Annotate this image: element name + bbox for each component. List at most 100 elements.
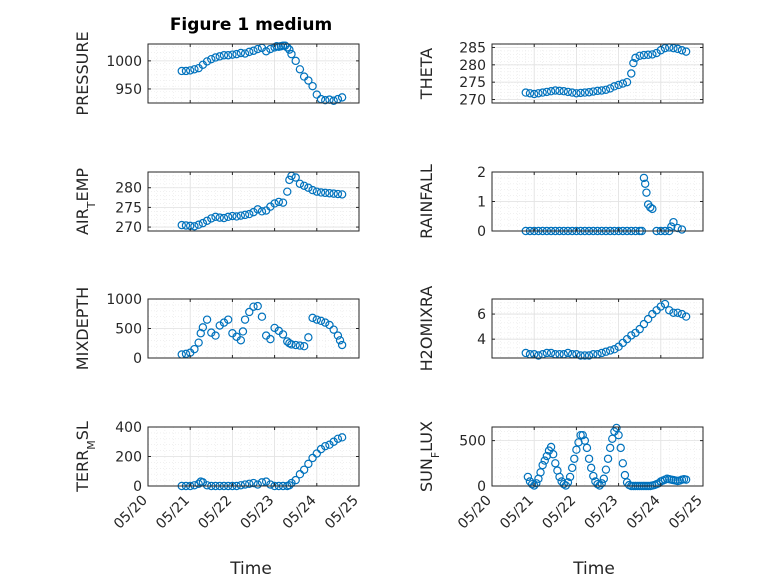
x-tick-label: 05/20 <box>111 493 151 533</box>
data-point <box>211 212 220 222</box>
data-point <box>207 54 216 64</box>
data-point <box>614 430 623 440</box>
data-point <box>635 51 644 61</box>
axes-box <box>147 171 360 232</box>
x-tick-label: 05/23 <box>238 493 278 533</box>
data-point <box>627 331 636 340</box>
data-point <box>196 329 205 338</box>
data-point <box>287 478 296 488</box>
y-axis-label: PRESSURE <box>73 31 92 115</box>
data-point <box>572 89 581 98</box>
data-point <box>321 95 330 105</box>
data-point <box>202 315 212 324</box>
data-point <box>546 86 556 96</box>
y-tick-label: 0 <box>133 479 142 495</box>
data-point <box>603 454 613 463</box>
data-point <box>589 87 598 96</box>
data-point <box>190 222 199 231</box>
data-point <box>308 313 317 323</box>
data-point <box>669 308 678 318</box>
data-point <box>681 475 691 484</box>
data-point <box>232 212 241 221</box>
data-point <box>555 472 564 482</box>
data-point <box>287 340 296 349</box>
data-point <box>316 188 326 197</box>
data-point <box>283 187 292 196</box>
data-point <box>673 44 682 54</box>
data-point <box>669 43 678 53</box>
y-tick-label: 1000 <box>106 54 142 70</box>
axes-box <box>491 426 704 487</box>
data-point <box>589 471 598 481</box>
data-point <box>333 331 343 340</box>
data-point <box>228 211 237 221</box>
data-point <box>532 479 541 488</box>
data-point <box>295 341 305 350</box>
data-point <box>635 324 644 334</box>
data-point <box>584 88 594 97</box>
data-point <box>622 77 632 87</box>
data-point <box>177 220 186 230</box>
y-tick-label: 270 <box>459 93 486 109</box>
data-point <box>194 479 203 488</box>
data-point <box>599 474 609 483</box>
data-point <box>219 318 229 327</box>
data-point <box>669 217 678 227</box>
data-point <box>325 440 334 449</box>
data-point <box>570 454 579 463</box>
data-point <box>639 319 649 329</box>
data-point <box>597 86 606 95</box>
data-point <box>530 89 539 99</box>
data-point <box>580 88 590 97</box>
y-tick-label: 0 <box>477 224 486 240</box>
data-point <box>627 69 636 78</box>
data-point <box>643 50 653 59</box>
y-tick-label: 950 <box>115 82 142 98</box>
data-point <box>546 348 556 358</box>
data-point <box>202 216 212 225</box>
data-point <box>299 465 309 474</box>
axes-box <box>147 43 360 104</box>
data-point <box>295 65 305 74</box>
data-point <box>257 207 267 216</box>
subplot-3: 270 275 280 AIRTEMP <box>73 168 360 236</box>
x-tick-label: 05/22 <box>195 493 235 533</box>
data-point <box>329 96 338 105</box>
data-point <box>215 321 224 330</box>
data-point <box>198 323 208 332</box>
y-tick-label: 2 <box>477 165 486 181</box>
data-point <box>228 50 237 59</box>
data-point <box>202 481 212 490</box>
data-point <box>660 43 670 53</box>
data-point <box>521 88 530 97</box>
data-point <box>321 188 330 198</box>
data-point <box>534 351 543 360</box>
data-point <box>586 463 596 473</box>
data-point <box>270 199 279 208</box>
data-point <box>308 185 317 195</box>
data-point <box>312 449 321 458</box>
data-point <box>312 187 321 196</box>
data-point <box>555 86 564 96</box>
data-point <box>608 434 617 443</box>
figure-title: Figure 1 medium <box>170 15 332 35</box>
data-point <box>185 66 195 75</box>
data-point <box>261 47 271 56</box>
data-point <box>601 85 611 95</box>
data-point <box>177 66 186 76</box>
data-point <box>601 465 611 474</box>
y-axis-label: AIRTEMP <box>73 168 98 235</box>
x-tick-label: 05/20 <box>455 493 495 533</box>
y-axis-label: SUNFLUX <box>417 421 442 492</box>
data-point <box>236 336 246 345</box>
data-point <box>194 220 203 229</box>
data-point <box>605 443 615 453</box>
data-point <box>593 479 602 489</box>
data-point <box>677 309 687 319</box>
data-point <box>253 205 262 214</box>
data-point <box>253 44 262 54</box>
data-point <box>616 443 625 453</box>
data-point <box>181 66 191 76</box>
data-point <box>232 49 241 59</box>
data-point <box>270 323 279 333</box>
